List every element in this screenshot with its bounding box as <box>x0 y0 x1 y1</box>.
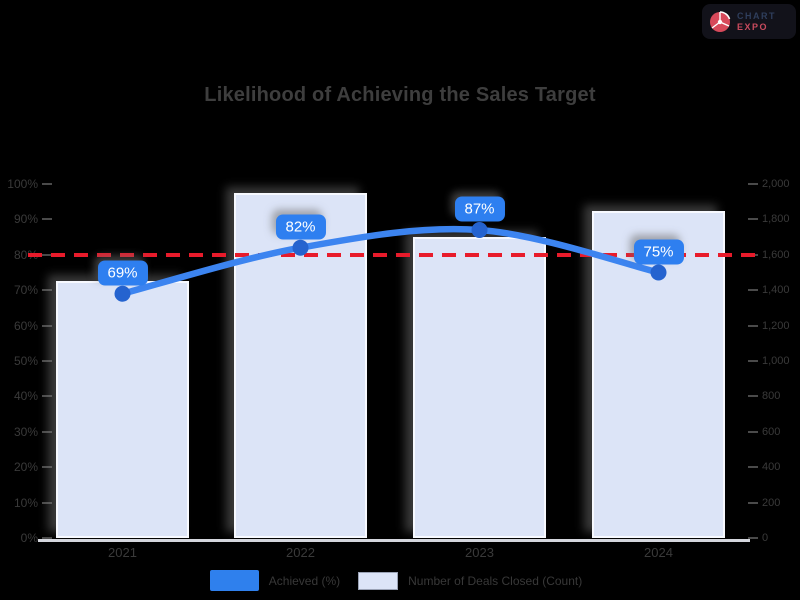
y-axis-left-tick-mark <box>42 501 52 504</box>
y-axis-right-tick-mark <box>748 395 758 398</box>
y-axis-left-tick-label: 10% <box>13 495 38 510</box>
chartexpo-logo: CHART EXPO <box>702 4 796 39</box>
y-axis-right-tick-mark <box>748 537 758 539</box>
y-axis-left-tick-mark <box>42 430 52 433</box>
y-axis-right-tick-label: 1,800 <box>762 213 790 226</box>
x-axis-label-2023: 2023 <box>465 545 494 560</box>
chart-title: Likelihood of Achieving the Sales Target <box>204 84 596 106</box>
y-axis-left-tick-label: 50% <box>13 354 38 368</box>
x-axis-label-2022: 2022 <box>286 545 315 560</box>
y-axis-right-tick-mark <box>748 466 758 469</box>
y-axis-right-tick-mark <box>748 183 758 185</box>
legend-swatch-line-series <box>209 570 259 591</box>
percent-label-2023: 87% <box>454 196 505 222</box>
trend-point-2023 <box>471 222 488 239</box>
y-axis-left-tick-label: 80% <box>13 247 38 262</box>
percent-label-2024: 75% <box>633 239 684 264</box>
y-axis-left-tick-mark <box>42 218 52 221</box>
percent-label-2022: 82% <box>275 214 326 240</box>
y-axis-right-tick-mark <box>748 324 758 327</box>
y-axis-left-tick-mark <box>42 360 52 362</box>
legend: Achieved (%) Number of Deals Closed (Cou… <box>0 570 800 591</box>
bar-2021 <box>56 281 189 538</box>
percent-label-2021: 69% <box>97 260 148 286</box>
bar-2022 <box>234 192 367 538</box>
logo-word-top: CHART <box>737 10 776 21</box>
y-axis-right-tick-mark <box>748 430 758 433</box>
logo-wordmark: CHART EXPO <box>737 11 776 33</box>
y-axis-left-tick-mark <box>42 183 52 185</box>
logo-pie-icon <box>710 10 731 32</box>
trend-line <box>119 225 662 297</box>
y-axis-right-tick-mark <box>748 289 758 292</box>
y-axis-left-tick-mark <box>42 289 52 292</box>
y-axis-left-tick-mark <box>42 537 52 539</box>
x-axis-label-2021: 2021 <box>108 545 137 560</box>
y-axis-left-tick-label: 20% <box>13 460 38 475</box>
legend-label-bar-series: Number of Deals Closed (Count) <box>408 573 583 588</box>
y-axis-right-tick-label: 200 <box>762 496 781 509</box>
y-axis-left-tick-label: 100% <box>7 177 38 191</box>
y-axis-right-tick-mark <box>748 360 758 362</box>
y-axis-left-tick-label: 30% <box>13 424 38 439</box>
legend-label-line-series: Achieved (%) <box>268 573 341 588</box>
y-axis-right-tick-label: 0 <box>762 532 769 544</box>
y-axis-right-tick-label: 1,600 <box>762 248 790 261</box>
y-axis-left-tick-label: 70% <box>13 283 38 298</box>
x-axis-label-2024: 2024 <box>644 545 673 560</box>
y-axis-right-tick-label: 1,400 <box>762 284 790 297</box>
logo-word-bottom: EXPO <box>737 21 769 32</box>
y-axis-right-tick-label: 800 <box>762 390 781 403</box>
y-axis-right-tick-label: 1,200 <box>762 319 790 332</box>
y-axis-left-tick-label: 0% <box>20 531 38 545</box>
bar-2023 <box>413 237 546 538</box>
y-axis-left-tick-mark <box>42 466 52 469</box>
y-axis-right-tick-label: 2,000 <box>762 178 790 190</box>
y-axis-left-tick-mark <box>42 395 52 398</box>
y-axis-right-tick-mark <box>748 218 758 221</box>
y-axis-left-tick-label: 60% <box>13 318 38 333</box>
y-axis-right-tick-mark <box>748 501 758 504</box>
y-axis-right-tick-label: 600 <box>762 425 781 438</box>
y-axis-left-tick-mark <box>42 324 52 327</box>
legend-swatch-bar-series <box>358 571 399 590</box>
y-axis-right-tick-label: 1,000 <box>762 355 790 367</box>
y-axis-left-tick-label: 90% <box>13 212 38 227</box>
y-axis-left-tick-label: 40% <box>13 389 38 404</box>
y-axis-right-tick-label: 400 <box>762 461 781 474</box>
x-axis-baseline <box>38 539 750 542</box>
